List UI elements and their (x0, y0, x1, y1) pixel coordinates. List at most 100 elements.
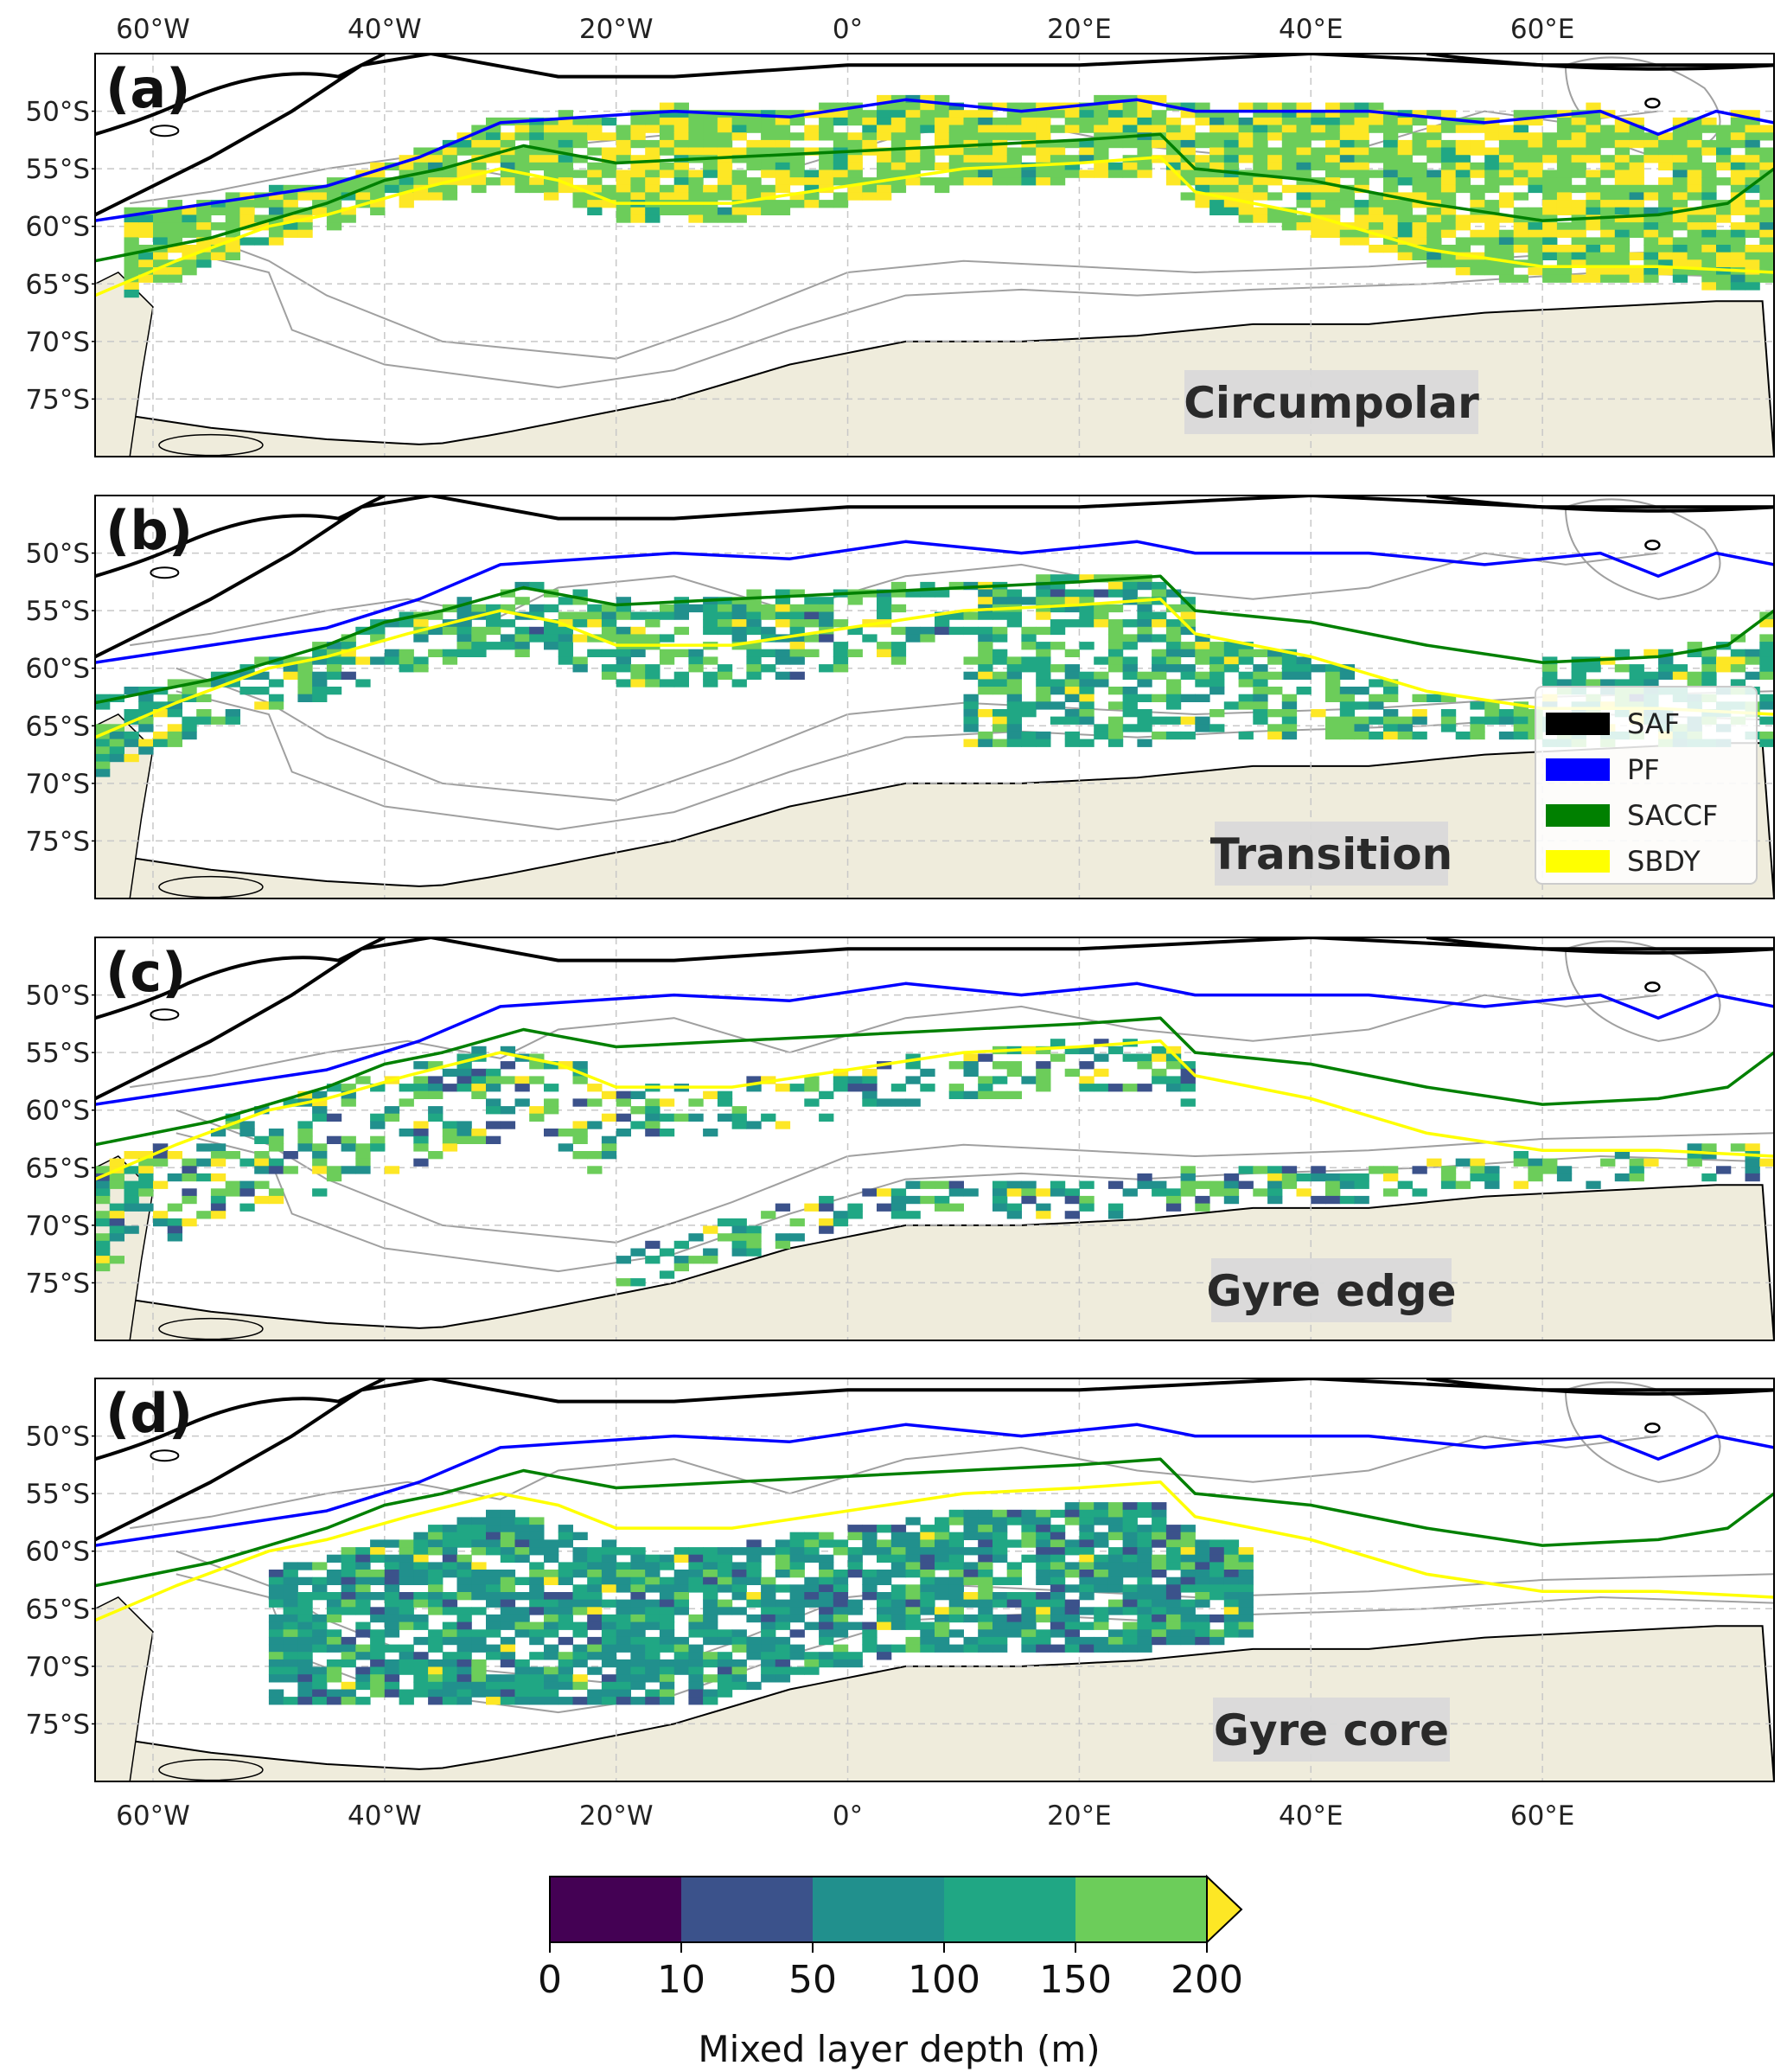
mld-cell (558, 177, 573, 186)
colorbar: 0 10 50 100 150 200 (538, 1874, 1243, 2002)
mld-cell (1571, 125, 1586, 133)
mld-cell (1513, 207, 1529, 215)
mld-cell (558, 634, 573, 643)
mld-cell (1600, 169, 1616, 178)
mld-cell (341, 642, 356, 650)
mld-cell (1658, 147, 1674, 156)
mld-cell (978, 671, 993, 680)
mld-cell (616, 1659, 631, 1668)
mld-cell (819, 604, 834, 613)
mld-cell (558, 1576, 573, 1585)
mld-cell (1745, 155, 1760, 163)
mld-cell (717, 1636, 733, 1646)
mld-cell (370, 1636, 386, 1646)
mld-cell (645, 125, 661, 133)
mld-cell (717, 604, 733, 613)
mld-cell (1267, 147, 1283, 156)
mld-cell (1122, 589, 1138, 598)
mld-cell (1021, 1621, 1037, 1630)
mld-cell (254, 1106, 270, 1115)
mld-cell (1759, 694, 1774, 702)
mld-cell (268, 1666, 284, 1675)
colorbar-tick-label: 100 (908, 1958, 980, 2002)
mld-cell (920, 1084, 935, 1092)
mld-cell (1325, 132, 1341, 141)
mld-cell (283, 1614, 298, 1623)
mld-cell (1311, 155, 1326, 163)
mld-cell (1094, 162, 1109, 171)
mld-cell (326, 1674, 342, 1683)
mld-cell (572, 1629, 588, 1638)
mld-cell (1614, 664, 1631, 673)
mld-cell (746, 1592, 762, 1601)
mld-cell (703, 1562, 718, 1570)
mld-cell (1716, 207, 1732, 215)
mld-cell (659, 1592, 675, 1601)
mld-cell (833, 169, 849, 178)
mld-cell (1354, 132, 1369, 141)
mld-cell (1426, 252, 1442, 260)
mld-cell (109, 731, 124, 740)
mld-cell (1195, 1195, 1210, 1205)
mld-cell (312, 1584, 328, 1593)
mld-cell (616, 679, 631, 687)
mld-cell (1223, 169, 1240, 178)
mld-cell (544, 1652, 559, 1660)
mld-cell (833, 1652, 849, 1660)
mld-cell (529, 162, 545, 171)
mld-cell (703, 1090, 718, 1099)
mld-cell (124, 709, 139, 718)
mld-cell (1050, 147, 1066, 156)
mld-cell (572, 1532, 588, 1540)
mld-cell (1498, 147, 1515, 156)
mld-cell (153, 701, 169, 710)
mld-cell (1513, 1180, 1529, 1189)
mld-cell (500, 1599, 516, 1608)
mld-cell (326, 1697, 342, 1705)
mld-cell (645, 1129, 661, 1137)
mld-cell (1325, 117, 1341, 126)
mld-cell (312, 671, 328, 680)
mld-cell (486, 1106, 501, 1115)
mld-cell (341, 1135, 356, 1144)
mld-cell (413, 1129, 429, 1137)
mld-cell (877, 1599, 892, 1608)
mld-cell (761, 1211, 776, 1219)
mld-cell (297, 192, 313, 201)
mld-cell (920, 1636, 935, 1646)
mld-cell (297, 1143, 313, 1152)
mld-cell (1122, 642, 1138, 650)
mld-cell (645, 1098, 661, 1107)
mld-cell (1094, 94, 1109, 104)
mld-cell (978, 1576, 993, 1585)
mld-cell (616, 604, 631, 613)
mld-cell (341, 1644, 356, 1653)
mld-cell (1021, 709, 1037, 718)
mld-cell (1137, 94, 1152, 104)
latitude-tick-label: 75°S (25, 1268, 90, 1299)
mld-cell (847, 155, 863, 163)
mld-cell (1079, 1532, 1095, 1540)
mld-cell (413, 1532, 429, 1540)
mld-cell (558, 132, 573, 141)
mld-cell (1672, 214, 1688, 223)
mld-cell (1643, 237, 1659, 246)
mld-cell (948, 1539, 964, 1548)
mld-cell (948, 1180, 964, 1189)
mld-cell (225, 716, 240, 725)
mld-cell (1223, 207, 1240, 215)
mld-cell (196, 259, 212, 268)
mld-cell (1152, 1607, 1167, 1615)
latitude-tick-label: 70°S (25, 769, 90, 800)
mld-cell (1064, 1614, 1080, 1623)
mld-cell (1050, 1570, 1066, 1578)
mld-cell (731, 125, 747, 133)
mld-cell (978, 1629, 993, 1638)
latitude-tick-label: 70°S (25, 1652, 90, 1683)
colorbar-segment (1075, 1877, 1207, 1942)
mld-cell (529, 177, 545, 186)
mld-cell (529, 1106, 545, 1115)
mld-cell (789, 147, 805, 156)
mld-cell (529, 1532, 545, 1540)
mld-cell (1195, 649, 1210, 657)
